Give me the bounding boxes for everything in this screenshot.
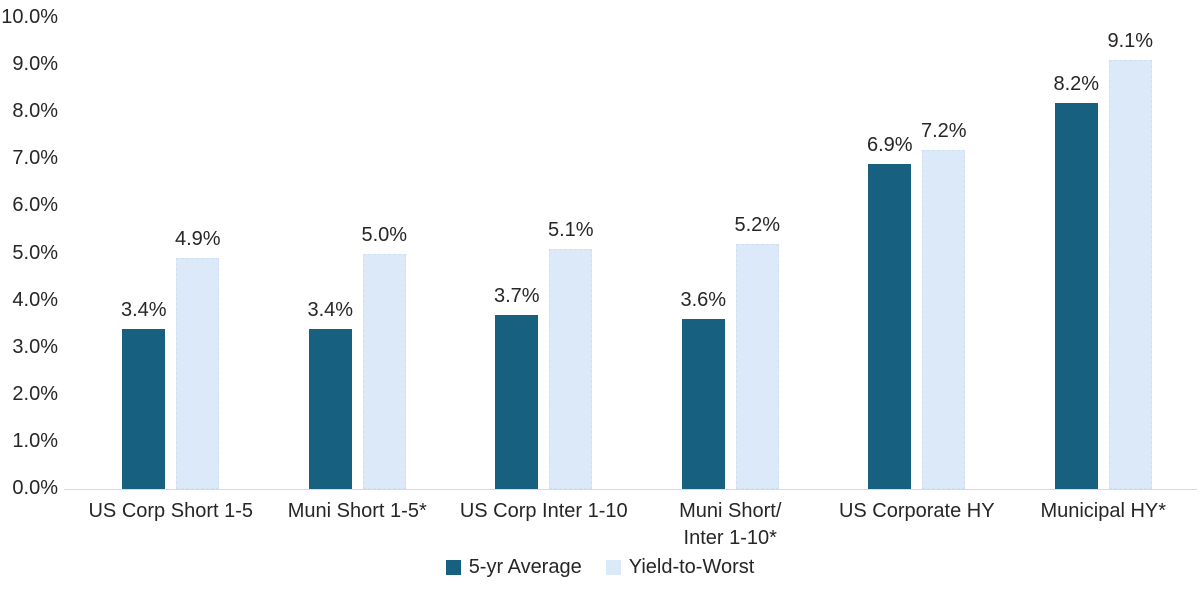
y-tick-label: 0.0% <box>12 477 58 500</box>
y-axis: 0.0% 1.0% 2.0% 3.0% 4.0% 5.0% 6.0% 7.0% 8.0% 9.0%… <box>0 0 60 600</box>
x-axis-line <box>64 489 1197 490</box>
bar-yield-to-worst <box>362 253 406 489</box>
y-tick-label: 1.0% <box>12 429 58 452</box>
y-tick-label: 2.0% <box>12 382 58 405</box>
legend-item-yield-to-worst: Yield-to-Worst <box>605 556 755 579</box>
x-category-label: US Corp Inter 1-10 <box>459 500 628 522</box>
bar-yield-to-worst <box>549 248 593 489</box>
bar-yield-to-worst <box>922 149 966 489</box>
y-tick-label: 9.0% <box>12 53 58 76</box>
x-category-label: Municipal HY* <box>1040 500 1167 522</box>
legend-label-yield-to-worst: Yield-to-Worst <box>628 556 755 578</box>
y-tick-label: 6.0% <box>12 194 58 217</box>
bar-5-yr-average <box>681 319 725 489</box>
bar-value-label: 5.2% <box>734 214 781 237</box>
bar-value-label: 8.2% <box>1053 72 1100 95</box>
bar-yield-to-worst <box>735 244 779 489</box>
bar-value-label: 7.2% <box>920 119 967 142</box>
y-tick-label: 10.0% <box>1 6 58 29</box>
y-tick-label: 4.0% <box>12 288 58 311</box>
bar-value-label: 5.1% <box>547 218 594 241</box>
y-tick-label: 7.0% <box>12 147 58 170</box>
y-tick-label: 3.0% <box>12 335 58 358</box>
x-category-label: Muni Short/ Inter 1-10* <box>679 500 782 549</box>
bar-yield-to-worst <box>176 258 220 489</box>
y-tick-label: 5.0% <box>12 241 58 264</box>
bar-value-label: 3.6% <box>680 289 727 312</box>
bar-5-yr-average <box>868 164 912 489</box>
bar-5-yr-average <box>122 328 166 489</box>
x-category-label: US Corp Short 1-5 <box>88 500 253 522</box>
legend-item-5yr-average: 5-yr Average <box>445 556 582 579</box>
bar-5-yr-average <box>1054 102 1098 489</box>
bar-value-label: 3.7% <box>493 284 540 307</box>
legend: 5-yr Average Yield-to-Worst <box>0 556 1200 579</box>
bar-yield-to-worst <box>1108 60 1152 489</box>
bar-value-label: 6.9% <box>866 134 913 157</box>
bar-5-yr-average <box>495 314 539 489</box>
bar-value-label: 3.4% <box>120 298 167 321</box>
legend-swatch-5yr-average <box>445 560 461 575</box>
x-category-label: Muni Short 1-5* <box>287 500 427 522</box>
x-category-label: US Corporate HY <box>838 500 995 522</box>
bar-value-label: 4.9% <box>174 228 221 251</box>
bar-value-label: 3.4% <box>307 298 354 321</box>
legend-label-5yr-average: 5-yr Average <box>468 556 582 578</box>
y-tick-label: 8.0% <box>12 100 58 123</box>
bar-value-label: 9.1% <box>1107 30 1154 53</box>
bar-5-yr-average <box>308 328 352 489</box>
bar-value-label: 5.0% <box>361 223 408 246</box>
legend-swatch-yield-to-worst <box>605 560 621 575</box>
